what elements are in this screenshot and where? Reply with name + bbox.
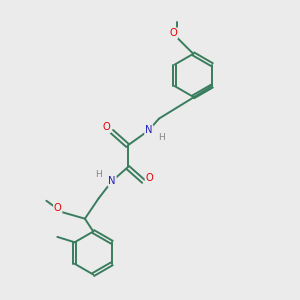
Text: O: O — [146, 173, 153, 183]
Text: O: O — [103, 122, 110, 132]
Text: H: H — [95, 170, 102, 179]
Text: O: O — [54, 203, 62, 213]
Text: O: O — [169, 28, 177, 38]
Text: N: N — [145, 125, 153, 135]
Text: N: N — [108, 176, 116, 186]
Text: H: H — [158, 133, 165, 142]
